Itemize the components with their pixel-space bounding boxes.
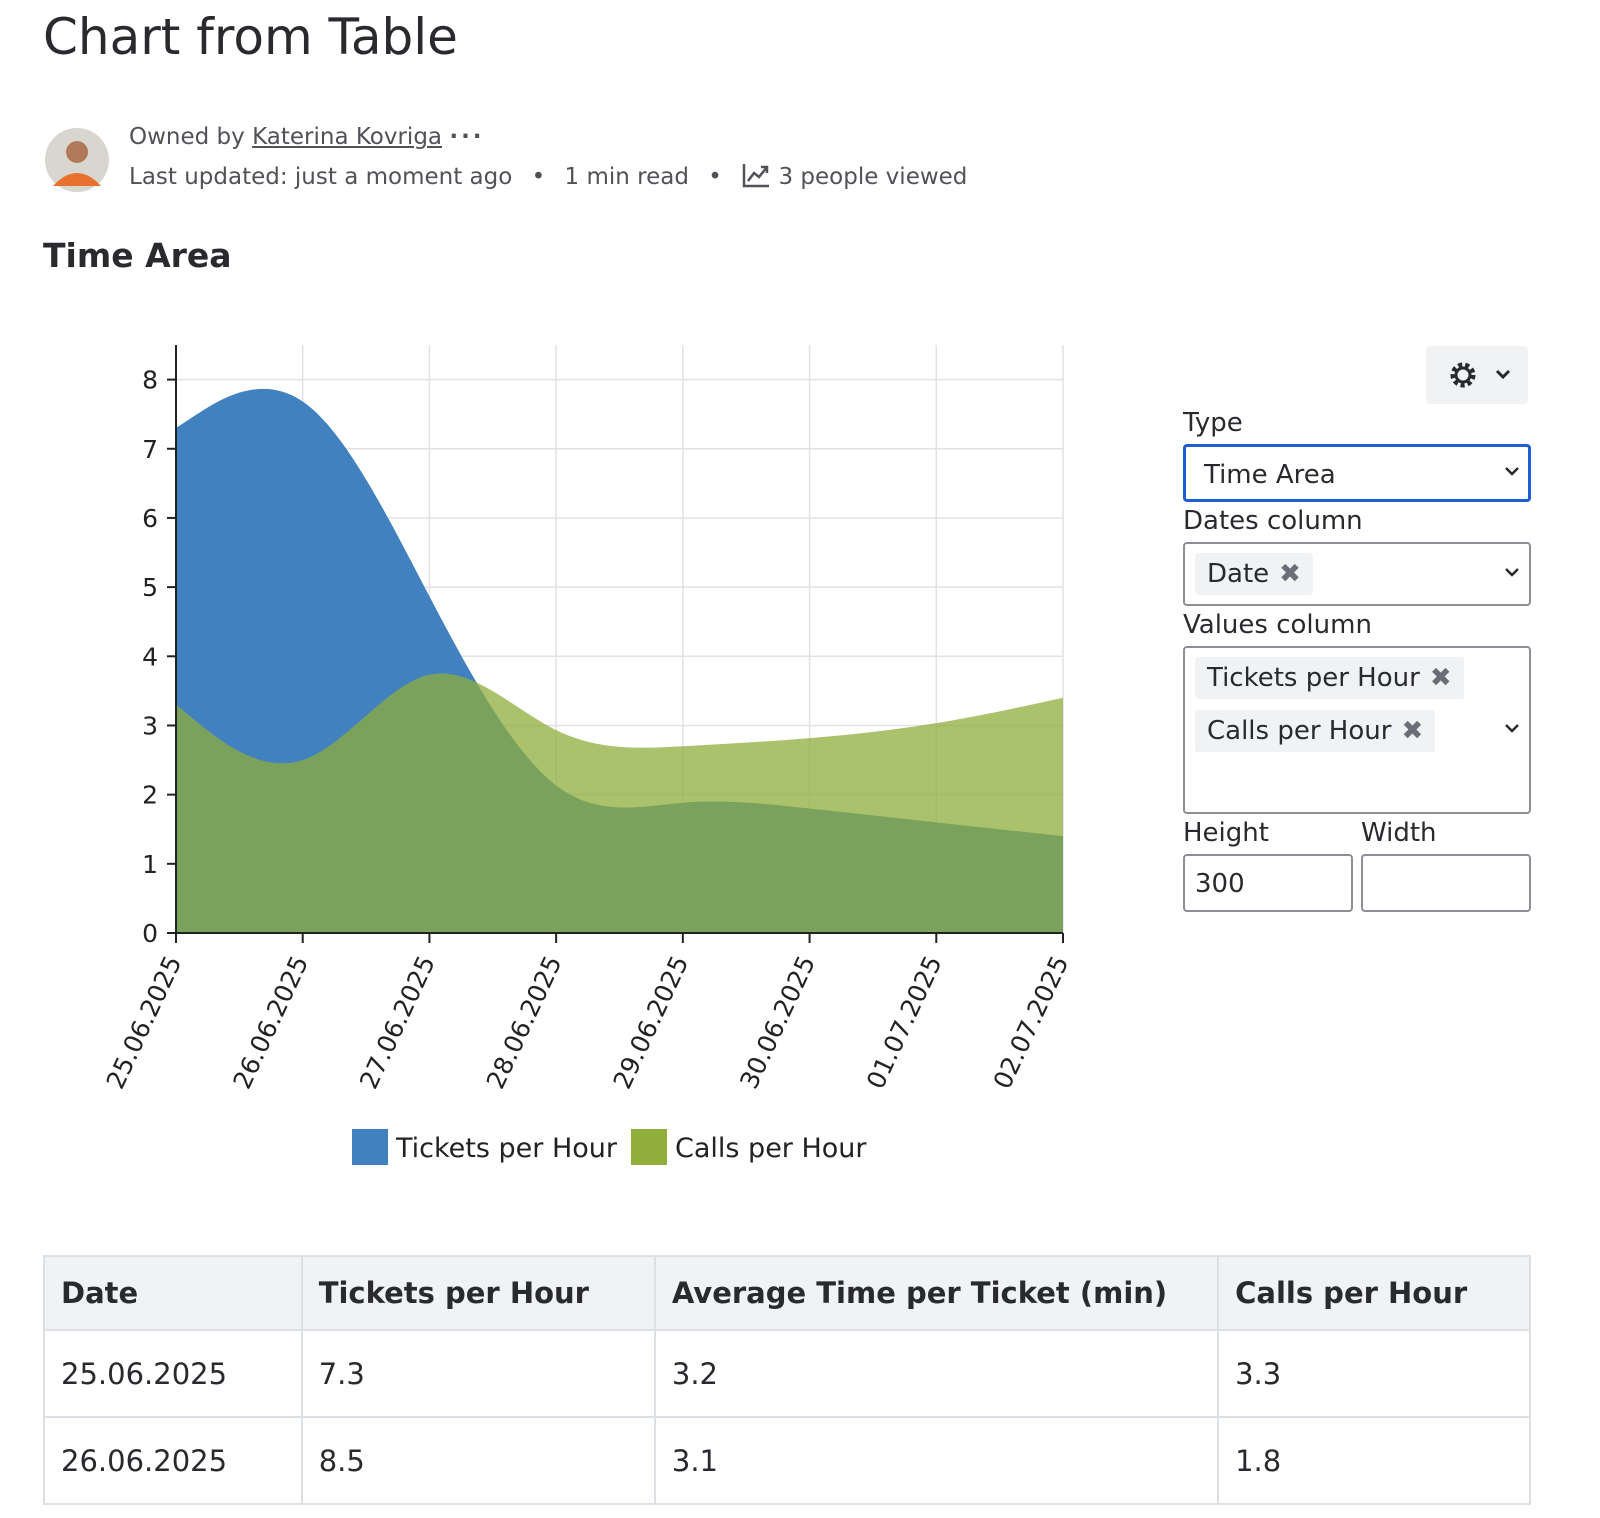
owner-line: Owned by Katerina Kovriga ··· [129,124,485,150]
height-input[interactable]: 300 [1183,854,1353,912]
x-tick-label: 02.07.2025 [988,951,1075,1093]
table-cell: 26.06.2025 [43,1416,303,1505]
table-cell: 3.2 [653,1329,1220,1418]
owner-prefix: Owned by [129,124,245,150]
x-tick-label: 25.06.2025 [101,951,188,1093]
analytics-icon [742,164,770,188]
x-tick-label: 28.06.2025 [481,951,568,1093]
table-header: Tickets per Hour [300,1255,656,1331]
x-tick-label: 30.06.2025 [734,951,821,1093]
dates-select[interactable]: Date ✖ [1183,542,1531,606]
area [176,673,1063,933]
type-value: Time Area [1204,460,1336,490]
table-row: 26.06.2025 8.5 3.1 1.8 [43,1416,1531,1505]
section-title: Time Area [43,236,232,275]
table-header: Date [43,1255,303,1331]
table-cell: 7.3 [300,1329,656,1418]
table-cell: 25.06.2025 [43,1329,303,1418]
legend-label: Tickets per Hour [395,1133,618,1164]
x-tick-label: 29.06.2025 [608,951,695,1093]
legend: Tickets per Hour Calls per Hour [352,1129,867,1165]
last-updated: Last updated: just a moment ago [129,164,513,190]
page-title: Chart from Table [43,8,458,66]
table-header: Calls per Hour [1217,1255,1531,1331]
values-select[interactable]: Tickets per Hour ✖ Calls per Hour ✖ [1183,646,1531,814]
y-tick-label: 6 [142,504,158,533]
x-tick-label: 26.06.2025 [227,951,314,1093]
y-tick-label: 3 [142,711,158,740]
chart: 0 1 2 3 4 5 6 7 8 25.06.2025 26.06.2025 27.06.2025 2… [101,345,1075,1165]
table-header: Average Time per Ticket (min) [653,1255,1220,1331]
chip[interactable]: Tickets per Hour ✖ [1195,657,1464,699]
y-tick-label: 2 [142,781,158,810]
dates-label: Dates column [1183,506,1363,536]
x-tick-label: 27.06.2025 [354,951,441,1093]
table-cell: 3.3 [1217,1329,1531,1418]
chip[interactable]: Calls per Hour ✖ [1195,710,1436,752]
y-tick-label: 5 [142,573,158,602]
chevrons [1505,467,1519,733]
table-row: 25.06.2025 7.3 3.2 3.3 [43,1329,1531,1418]
width-input[interactable] [1361,854,1531,912]
y-tick-label: 8 [142,366,158,395]
table-cell: 1.8 [1217,1416,1531,1505]
type-label: Type [1183,408,1243,438]
settings-button[interactable] [1426,346,1528,404]
viewers[interactable]: 3 people viewed [778,164,968,190]
values-label: Values column [1183,610,1372,640]
height-value: 300 [1195,869,1245,899]
avatar[interactable] [45,128,109,192]
y-tick-label: 1 [142,850,158,879]
gear-icon [1450,362,1511,388]
y-tick-label: 4 [142,642,158,671]
chip-text: Calls per Hour [1207,716,1392,746]
legend-swatch [352,1129,388,1165]
data-table: Date Tickets per Hour Average Time per Tic… [43,1255,1531,1505]
table-cell: 3.1 [653,1416,1220,1505]
meta-line: Last updated: just a moment ago • 1 min … [129,161,967,190]
chip[interactable]: Date ✖ [1195,553,1313,595]
width-label: Width [1361,818,1437,848]
height-label: Height [1183,818,1269,848]
legend-swatch [631,1129,667,1165]
read-time: 1 min read [564,164,689,190]
x-tick-label: 01.07.2025 [861,951,948,1093]
chip-text: Date [1207,559,1270,589]
y-tick-label: 0 [142,919,158,948]
table-cell: 8.5 [300,1416,656,1505]
legend-label: Calls per Hour [675,1133,867,1164]
owner-link[interactable]: Katerina Kovriga [252,124,443,150]
type-select[interactable]: Time Area [1183,444,1531,502]
more-button[interactable]: ··· [449,124,485,150]
y-tick-label: 7 [142,435,158,464]
chip-text: Tickets per Hour [1207,663,1420,693]
